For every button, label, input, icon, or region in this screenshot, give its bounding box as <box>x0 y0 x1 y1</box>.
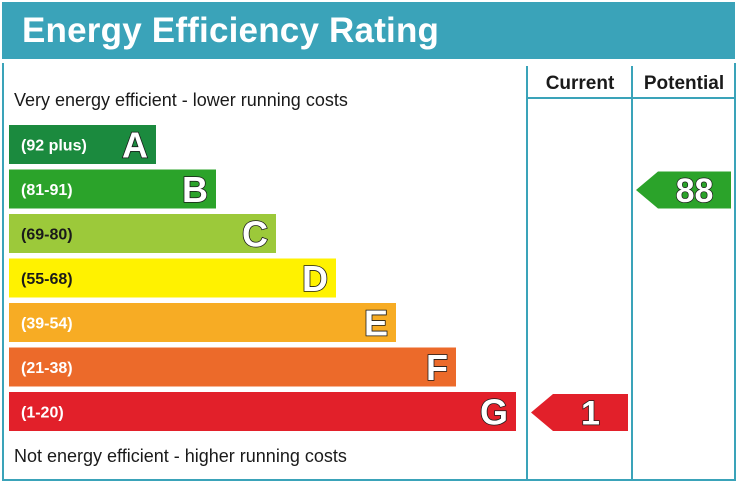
potential-column-header: Potential <box>644 73 724 94</box>
table-frame <box>2 63 736 481</box>
band-letter: D <box>302 258 328 299</box>
title-bar: Energy Efficiency Rating <box>2 2 735 59</box>
band-bar-e <box>9 303 396 342</box>
top-efficiency-note: Very energy efficient - lower running co… <box>14 90 348 110</box>
band-letter: E <box>364 303 388 344</box>
band-bar-g <box>9 392 516 431</box>
bottom-efficiency-note: Not energy efficient - higher running co… <box>14 446 347 466</box>
band-range-label: (21-38) <box>21 360 73 377</box>
band-bar-a <box>9 125 156 164</box>
current-rating-value: 1 <box>581 395 600 433</box>
band-bar-f <box>9 347 456 387</box>
band-range-label: (92 plus) <box>21 138 87 155</box>
band-range-label: (1-20) <box>21 405 64 422</box>
band-letter: A <box>122 125 148 166</box>
rating-arrows: 1 88 <box>531 171 731 433</box>
band-range-label: (55-68) <box>21 271 73 288</box>
chart-title: Energy Efficiency Rating <box>22 11 440 50</box>
band-range-label: (39-54) <box>21 316 73 333</box>
band-letter: F <box>426 347 448 388</box>
rating-bands: (92 plus) A (81-91) B (69-80) C (55-68) D (39-54… <box>9 124 516 433</box>
band-letter: G <box>480 392 508 433</box>
potential-rating-arrow <box>636 171 731 209</box>
current-column-header: Current <box>546 73 615 94</box>
band-range-label: (81-91) <box>21 182 73 199</box>
band-bar-b <box>9 169 216 209</box>
potential-rating-value: 88 <box>676 172 714 210</box>
band-bar-c <box>9 214 276 253</box>
band-letter: C <box>242 214 268 255</box>
band-range-label: (69-80) <box>21 227 73 244</box>
current-rating-arrow <box>531 394 628 431</box>
band-bar-d <box>9 258 336 298</box>
band-letter: B <box>182 169 208 210</box>
